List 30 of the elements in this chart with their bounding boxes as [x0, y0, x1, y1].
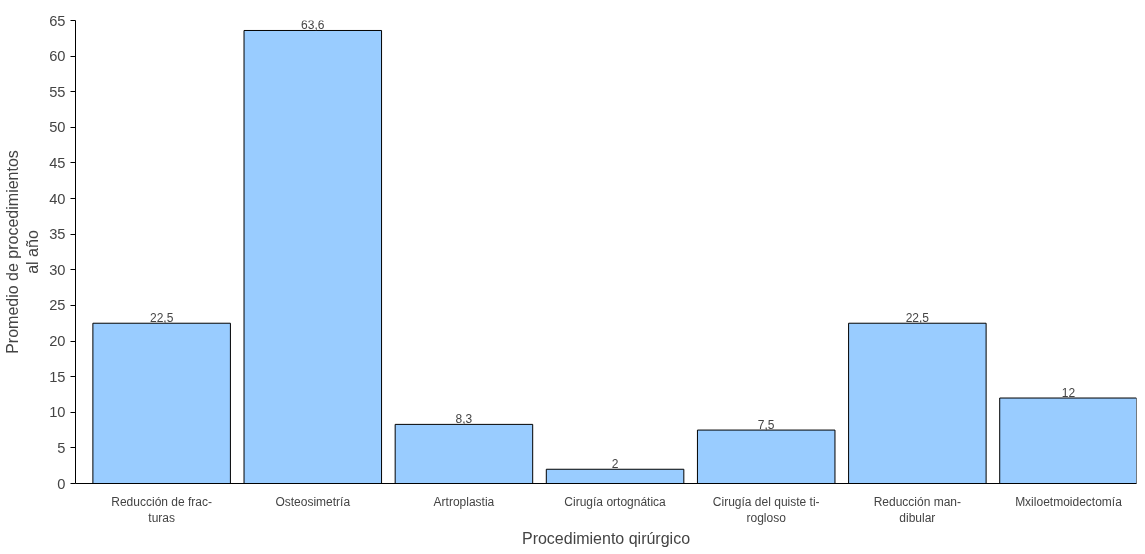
y-tick-label: 10 — [49, 404, 66, 421]
y-tick-label: 35 — [49, 226, 66, 243]
y-tick-label: 5 — [57, 439, 66, 456]
x-tick-label: Mxiloetmoidectomía — [1015, 494, 1123, 509]
y-tick-label: 15 — [49, 368, 66, 385]
y-tick-label: 60 — [49, 48, 66, 65]
data-label: 8,3 — [455, 412, 473, 427]
y-tick-label: 45 — [49, 154, 66, 171]
x-tick-label: Cirugía del quiste ti- rogloso — [712, 494, 820, 526]
data-label: 7,5 — [757, 418, 775, 433]
data-label: 22,5 — [905, 311, 930, 326]
y-axis-title: Promedio de procedimientos al año — [3, 150, 42, 354]
y-tick-label: 55 — [49, 83, 66, 100]
x-tick-label: Artroplastia — [433, 494, 495, 509]
data-label: 12 — [1061, 386, 1076, 401]
y-tick-label: 0 — [57, 475, 66, 492]
y-tick-label: 50 — [49, 119, 66, 136]
x-tick-label: Reducción de frac- turas — [111, 494, 213, 526]
y-tick-label: 30 — [49, 261, 66, 278]
x-tick-label: Cirugía ortognática — [564, 494, 667, 509]
y-tick-label: 25 — [49, 297, 66, 314]
x-axis-title: Procedimiento qirúrgico — [521, 530, 691, 548]
y-tick-label: 65 — [49, 12, 66, 29]
data-label: 2 — [611, 457, 619, 472]
x-tick-label: Osteosimetría — [275, 494, 351, 509]
y-tick-label: 20 — [49, 333, 66, 350]
data-label: 22,5 — [149, 311, 174, 326]
y-tick-label: 40 — [49, 190, 66, 207]
x-tick-label: Reducción man- dibular — [873, 494, 962, 526]
data-label: 63,6 — [301, 18, 325, 33]
